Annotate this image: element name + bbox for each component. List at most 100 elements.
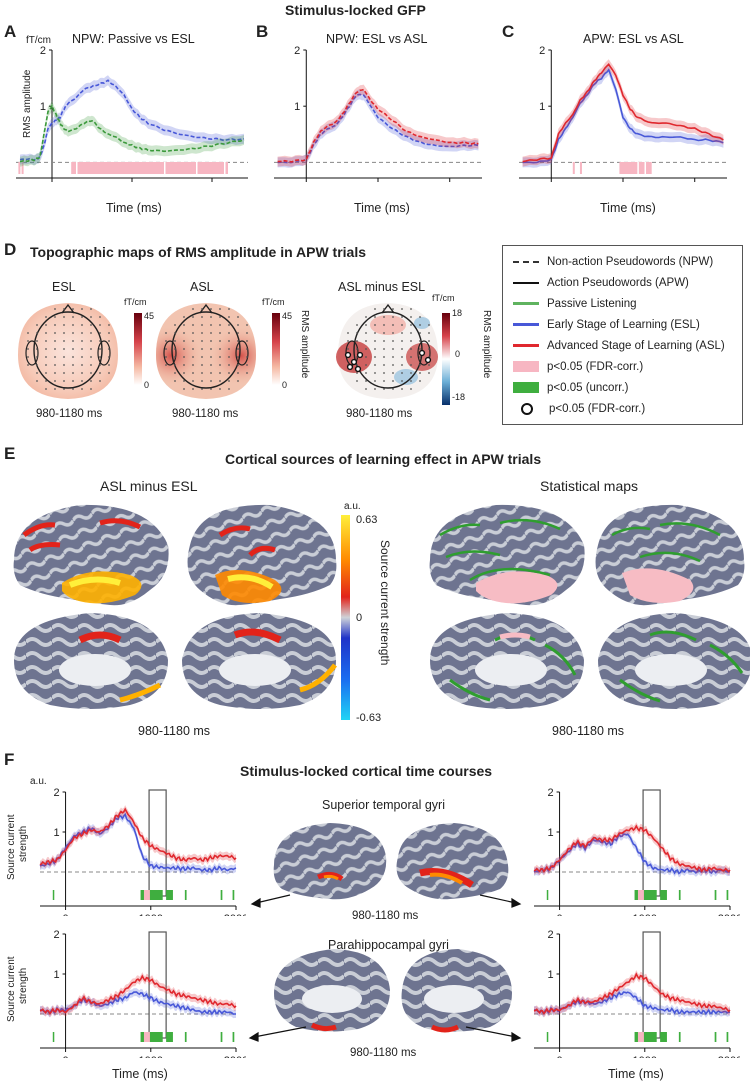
sensor-dot xyxy=(72,332,74,334)
sig-bar xyxy=(140,1032,163,1042)
y-tick-label: 1 xyxy=(40,101,46,113)
sensor-dot xyxy=(54,332,56,334)
y-tick-label: 1 xyxy=(547,827,553,839)
sensor-dot xyxy=(383,388,385,390)
cb-source xyxy=(341,515,350,720)
topomaps xyxy=(18,303,450,405)
y-tick-label: 1 xyxy=(547,969,553,981)
panel-c-xlabel: Time (ms) xyxy=(600,201,656,215)
sensor-dot xyxy=(201,308,203,310)
map-asl-title: ASL xyxy=(190,280,214,294)
x-tick-label: 1000 xyxy=(611,185,635,186)
x-tick-label: 2000 xyxy=(200,185,224,186)
sensor-dot xyxy=(72,316,74,318)
sensor-dot xyxy=(419,340,421,342)
x-tick-label: 1000 xyxy=(366,185,390,186)
sig-gap xyxy=(637,162,639,174)
y-tick-label: 2 xyxy=(294,46,300,57)
cb-diff-min: -18 xyxy=(452,392,466,402)
sensor-dot xyxy=(401,388,403,390)
sensor-dot xyxy=(419,372,421,374)
legend-npw: Non-action Pseudowords (NPW) xyxy=(513,256,713,268)
panel-a-chart: 1 2 0 1000 2000 xyxy=(16,46,248,186)
x-tick-label: 0 xyxy=(557,1055,563,1058)
sensor-dot xyxy=(428,324,430,326)
legend-asl-label: Advanced Stage of Learning (ASL) xyxy=(547,340,725,352)
sensor-dot xyxy=(228,332,230,334)
sensor-dot xyxy=(81,316,83,318)
sensor-dot xyxy=(246,332,248,334)
sensor-dot xyxy=(374,308,376,310)
series-line xyxy=(277,93,479,164)
series-error-band xyxy=(40,988,236,1019)
sensor-dot xyxy=(99,372,101,374)
sensor-dot xyxy=(246,364,248,366)
sensor-dot xyxy=(108,324,110,326)
panel-c-title: APW: ESL vs ASL xyxy=(583,32,684,46)
y-tick-label: 2 xyxy=(547,788,553,799)
sensor-dot xyxy=(374,356,376,358)
sensor-dot xyxy=(392,324,394,326)
sensor-dot xyxy=(401,380,403,382)
sensor-dot xyxy=(81,364,83,366)
sig-bar xyxy=(232,1032,235,1042)
sensor-dot xyxy=(401,340,403,342)
sensor-dot xyxy=(365,324,367,326)
sensor-dot xyxy=(183,316,185,318)
sensor-dot xyxy=(192,332,194,334)
sig-bar xyxy=(634,1032,657,1042)
sensor-dot xyxy=(383,348,385,350)
sensor-dot xyxy=(419,316,421,318)
sensor-dot xyxy=(99,340,101,342)
sig-bar xyxy=(660,1032,667,1042)
sensor-dot xyxy=(90,372,92,374)
sensor-dot xyxy=(72,388,74,390)
sensor-dot xyxy=(356,348,358,350)
brain-stat-rh-medial xyxy=(598,613,750,709)
brain-f1-rh xyxy=(396,823,509,900)
sensor-dot xyxy=(228,380,230,382)
cb-source-label: Source current strength xyxy=(378,540,392,666)
sig-bar xyxy=(637,1032,644,1042)
sig-gap xyxy=(224,162,226,174)
fdr-sig-bar xyxy=(21,162,24,174)
sensor-dot xyxy=(237,348,239,350)
sensor-dot xyxy=(347,340,349,342)
cb-source-mid: 0 xyxy=(356,612,363,624)
sensor-dot xyxy=(210,348,212,350)
series-line xyxy=(533,972,731,1015)
sensor-dot xyxy=(108,364,110,366)
sensor-dot xyxy=(90,388,92,390)
sensor-dot xyxy=(174,348,176,350)
brain-e-lh-lateral xyxy=(13,504,169,606)
cb-source-max: 0.63 xyxy=(356,514,378,526)
sensor-dot xyxy=(428,372,430,374)
sensor-dot xyxy=(246,340,248,342)
sig-bar xyxy=(678,890,681,900)
sig-bar xyxy=(52,1032,55,1042)
sensor-dot xyxy=(356,372,358,374)
sensor-dot xyxy=(374,324,376,326)
sensor-dot xyxy=(365,380,367,382)
sensor-dot xyxy=(365,332,367,334)
sig-bar xyxy=(140,890,163,900)
brains-f xyxy=(248,823,522,1042)
sensor-dot xyxy=(81,388,83,390)
sensor-dot xyxy=(219,324,221,326)
y-tick-label: 2 xyxy=(40,46,46,57)
sensor-dot xyxy=(383,332,385,334)
sig-bar xyxy=(546,890,549,900)
x-tick-label: 2000 xyxy=(437,185,461,186)
sensor-dot xyxy=(63,332,65,334)
sensor-dot xyxy=(410,364,412,366)
sensor-dot xyxy=(410,316,412,318)
sensor-dot xyxy=(228,388,230,390)
cb-esl-max: 45 xyxy=(144,311,155,321)
sensor-dot xyxy=(27,356,29,358)
sensor-dot xyxy=(54,380,56,382)
sensor-dot xyxy=(392,356,394,358)
sensor-dot xyxy=(410,356,412,358)
series-error-band xyxy=(40,805,236,869)
map-esl-title: ESL xyxy=(52,280,76,294)
sensor-dot xyxy=(201,324,203,326)
